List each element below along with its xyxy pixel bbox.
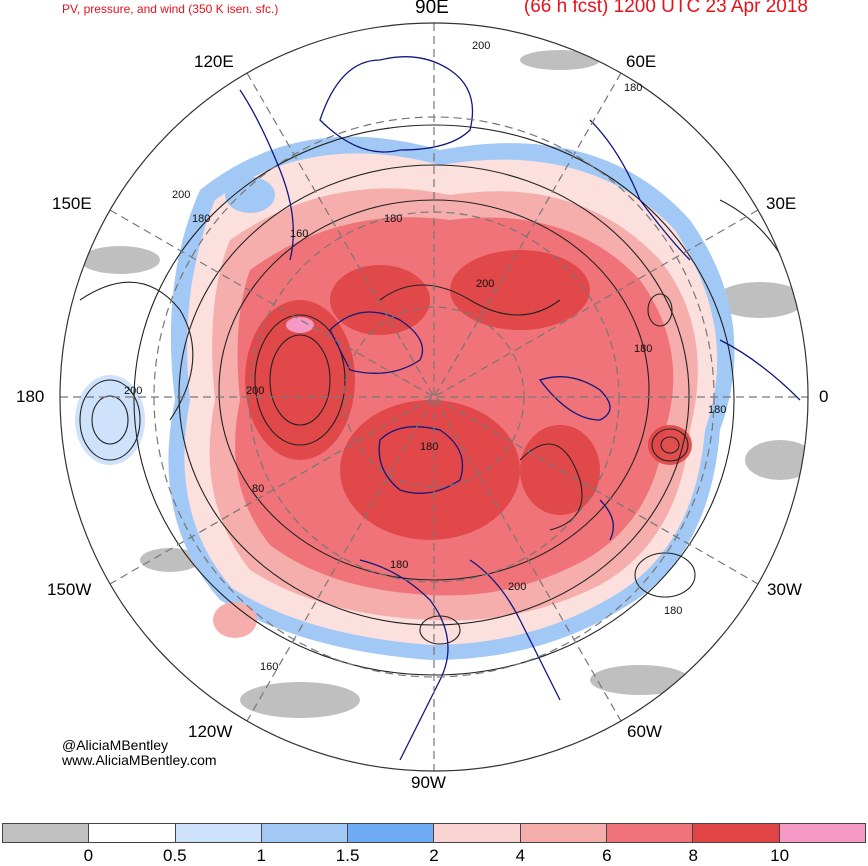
contour-label: 200 <box>508 581 526 593</box>
colorbar-tick-label: 2 <box>429 846 439 865</box>
contour-label: 180 <box>420 441 438 453</box>
colorbar-tick-label: 8 <box>688 846 698 865</box>
contour-label: 180 <box>384 213 402 225</box>
colorbar-tick-label: 1 <box>256 846 266 865</box>
colorbar-swatch <box>607 824 694 842</box>
contour-label: 200 <box>124 385 142 397</box>
colorbar-tick-label: 1.5 <box>335 846 360 865</box>
colorbar <box>2 823 866 843</box>
lon-label-120e: 120E <box>194 52 234 71</box>
contour-label: 200 <box>246 385 264 397</box>
contour-label: 180 <box>192 213 210 225</box>
colorbar-swatch <box>779 824 865 842</box>
lon-label-180: 180 <box>16 387 45 406</box>
contour-label: 200 <box>472 40 490 52</box>
colorbar-swatch <box>520 824 608 842</box>
polar-map: 200 180 200 180 160 180 200 200 180 200 … <box>59 22 809 772</box>
contour-label: 80 <box>252 483 264 495</box>
lon-label-90w: 90W <box>411 773 446 792</box>
credit-website: www.AliciaMBentley.com <box>62 752 217 768</box>
lon-label-150w: 150W <box>47 580 92 599</box>
contour-label: 180 <box>624 82 642 94</box>
lon-label-120w: 120W <box>188 722 233 741</box>
forecast-time: (66 h fcst) 1200 UTC 23 Apr 2018 <box>523 0 808 17</box>
colorbar-tick-label: 6 <box>602 846 612 865</box>
colorbar-swatch <box>261 824 349 842</box>
lon-label-0: 0 <box>819 387 829 406</box>
chart-subtitle: PV, pressure, and wind (350 K isen. sfc.… <box>62 2 279 16</box>
colorbar-tick-label: 4 <box>515 846 526 865</box>
contour-label: 200 <box>172 189 190 201</box>
credit-handle: @AliciaMBentley <box>62 737 169 753</box>
contour-label: 180 <box>390 559 408 571</box>
lon-label-60w: 60W <box>627 722 662 741</box>
lon-label-30w: 30W <box>767 580 802 599</box>
contour-label: 180 <box>634 343 652 355</box>
colorbar-tick-label: 10 <box>770 846 790 865</box>
colorbar-swatch <box>175 824 262 842</box>
contour-label: 160 <box>260 661 278 673</box>
colorbar-swatch <box>693 824 780 842</box>
lon-label-150e: 150E <box>52 194 92 213</box>
contour-label: 160 <box>290 228 308 240</box>
lon-label-90e: 90E <box>415 0 449 18</box>
colorbar-swatch <box>434 824 521 842</box>
colorbar-tick-label: 0.5 <box>162 846 187 865</box>
colorbar-tick-label: 0 <box>83 846 94 865</box>
contour-label: 200 <box>476 278 494 290</box>
colorbar-swatch <box>348 824 435 842</box>
colorbar-swatch <box>89 824 176 842</box>
lon-label-30e: 30E <box>766 194 797 213</box>
colorbar-swatch <box>3 824 90 842</box>
contour-label: 180 <box>708 404 726 416</box>
lon-label-60e: 60E <box>626 52 657 71</box>
contour-label: 180 <box>664 605 682 617</box>
